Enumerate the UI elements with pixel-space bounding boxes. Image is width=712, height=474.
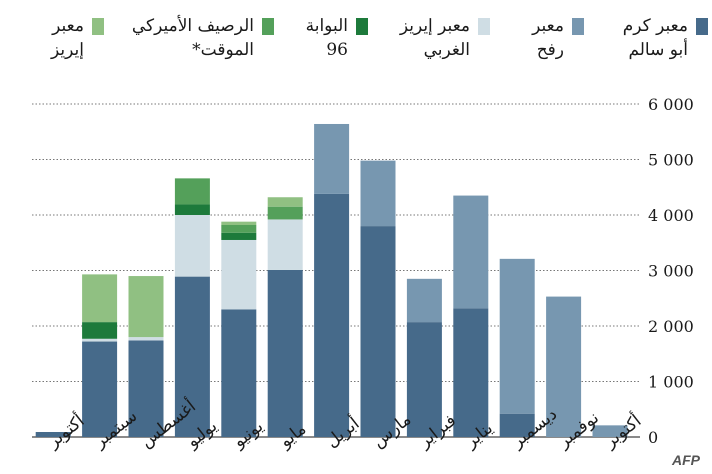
legend-swatch-rafah [572,18,584,35]
bar-segment [267,219,303,270]
legend-swatch-erez [92,18,104,35]
bar-segment [499,258,535,414]
bar-segment [221,239,257,310]
legend-label-kerem-shalom: معبر كرم أبو سالم [622,16,688,60]
bar-segment [128,337,164,341]
bar-segment [314,193,350,437]
y-tick-label: 5 000 [648,151,694,170]
bar-segment [82,322,118,339]
y-tick-label: 4 000 [648,206,694,225]
legend-item-us-pier: الرصيف الأميركي الموقت* [132,14,274,62]
legend-label-erez: معبر إيريز [51,16,84,60]
y-tick-label: 0 [648,428,658,447]
bar-segment [314,123,350,194]
bar-segment [267,269,303,437]
afp-logo: AFP [672,452,700,468]
y-tick-label: 1 000 [648,373,694,392]
bar-segment [221,221,257,225]
legend: معبر كرم أبو سالم معبر رفح معبر إيريز ال… [0,14,712,84]
legend-label-erez-west: معبر إيريز الغربي [399,16,470,60]
bar-segment [82,274,118,323]
bar-segment [267,197,303,207]
bar-segment [174,178,210,205]
legend-swatch-kerem-shalom [696,18,708,35]
bar-segment [221,309,257,437]
legend-swatch-erez-west [478,18,490,35]
bar-segment [221,232,257,240]
bar-segment [360,226,396,437]
legend-item-erez: معبر إيريز [51,14,104,62]
bar-segment [267,206,303,220]
y-tick-label: 3 000 [648,262,694,281]
bar-segment [174,215,210,277]
legend-swatch-us-pier [262,18,274,35]
bar-segment [592,425,628,437]
bar-segment [360,160,396,227]
bar-segment [406,322,442,437]
bar-segment [82,341,118,437]
legend-item-rafah: معبر رفح [532,14,584,62]
bar-segment [221,224,257,233]
y-tick-label: 6 000 [648,95,694,114]
legend-label-us-pier: الرصيف الأميركي الموقت* [131,16,254,60]
bar-segment [453,195,489,309]
legend-item-erez-west: معبر إيريز الغربي [400,14,490,62]
y-tick-label: 2 000 [648,317,694,336]
bar-segment [453,308,489,437]
bar-segment [82,338,118,342]
bar-segment [35,432,71,437]
bar-segment [406,278,442,323]
bar-segment [546,296,582,437]
legend-label-gate-96: البوابة 96 [305,16,348,60]
bar-segment [174,204,210,215]
legend-item-gate-96: البوابة 96 [306,14,368,62]
legend-label-rafah: معبر رفح [532,16,564,60]
legend-item-kerem-shalom: معبر كرم أبو سالم [623,14,708,62]
bar-segment [499,413,535,437]
bar-segment [128,276,164,338]
bar-segment [128,340,164,437]
legend-swatch-gate-96 [356,18,368,35]
x-tick-label: أكتوبر [42,409,89,452]
bar-segment [174,276,210,437]
